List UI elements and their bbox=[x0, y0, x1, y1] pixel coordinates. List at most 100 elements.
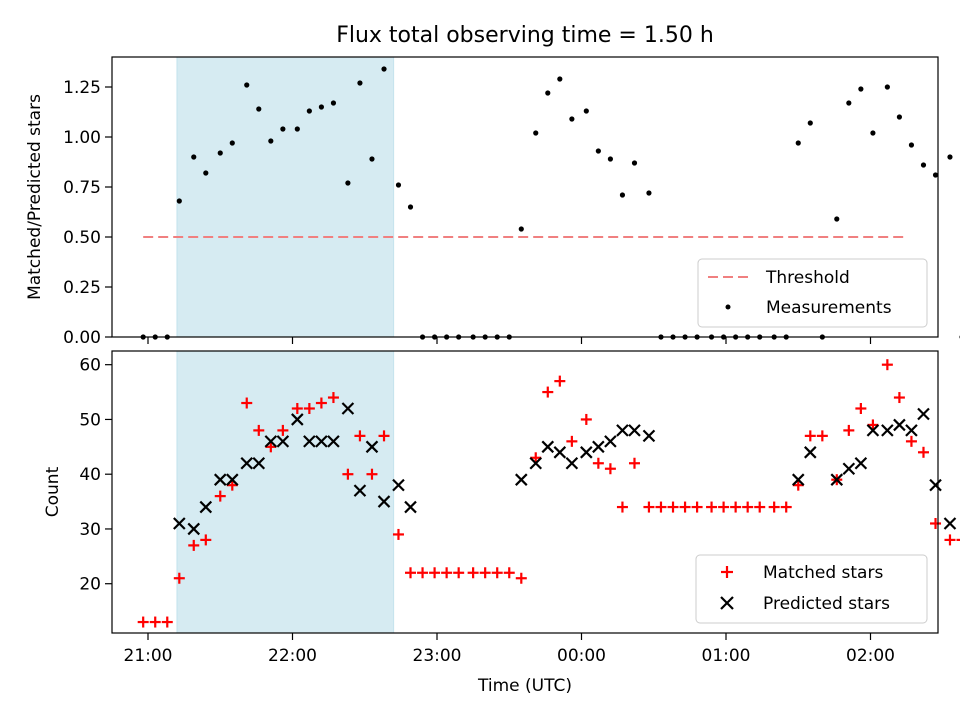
measurement-point bbox=[318, 104, 324, 110]
predicted-point bbox=[943, 517, 957, 530]
matched-point bbox=[706, 501, 718, 513]
matched-point bbox=[604, 463, 616, 475]
matched-point bbox=[479, 567, 491, 579]
matched-point bbox=[441, 567, 453, 579]
matched-point bbox=[200, 534, 212, 546]
count-points bbox=[137, 359, 960, 628]
axes-frame-bottom bbox=[111, 350, 939, 634]
measurement-point bbox=[595, 148, 601, 154]
axes-frame-top bbox=[111, 56, 939, 338]
predicted-point bbox=[303, 435, 316, 448]
count-panel: 20 30 40 50 60 21:00 22:00 23:00 00:00 01:00 02:0… bbox=[43, 350, 960, 696]
matched-point bbox=[730, 501, 742, 513]
measurement-point bbox=[395, 182, 402, 188]
matched-point bbox=[592, 457, 604, 469]
matched-point bbox=[503, 567, 515, 579]
matched-point bbox=[253, 424, 265, 436]
span-top bbox=[176, 56, 395, 338]
y-tick-label: 30 bbox=[79, 520, 101, 540]
measurement-point bbox=[947, 154, 953, 160]
ratio-x-ticks bbox=[147, 337, 872, 344]
y-tick-label: 0.75 bbox=[63, 178, 101, 198]
count-legend: Matched stars Predicted stars bbox=[695, 554, 928, 624]
predicted-point bbox=[804, 446, 817, 459]
matched-point bbox=[930, 517, 942, 529]
matched-point bbox=[214, 490, 226, 502]
matched-point bbox=[956, 538, 960, 542]
predicted-point bbox=[881, 424, 894, 437]
y-tick-label: 0.00 bbox=[63, 328, 101, 348]
matched-point bbox=[628, 457, 640, 469]
predicted-point bbox=[529, 456, 543, 470]
predicted-point bbox=[213, 473, 227, 486]
measurement-point bbox=[908, 142, 915, 148]
measurement-point bbox=[932, 172, 939, 178]
predicted-point bbox=[791, 473, 805, 486]
matched-point bbox=[905, 435, 917, 447]
matched-point bbox=[780, 501, 792, 513]
predicted-point bbox=[392, 478, 405, 492]
legend-matched-label: Matched stars bbox=[763, 563, 883, 583]
measurement-point bbox=[217, 150, 223, 156]
measurement-point bbox=[884, 84, 890, 90]
measurement-point bbox=[846, 100, 852, 106]
matched-point bbox=[816, 430, 828, 442]
matched-point bbox=[804, 430, 816, 442]
matched-point bbox=[754, 501, 766, 513]
predicted-point bbox=[917, 407, 930, 421]
measurement-point bbox=[607, 156, 614, 162]
measurement-point bbox=[244, 82, 250, 88]
predicted-point bbox=[327, 435, 340, 448]
matched-point bbox=[691, 501, 703, 513]
matched-point bbox=[303, 402, 315, 414]
measurement-point bbox=[557, 76, 563, 82]
matched-point bbox=[366, 468, 378, 480]
predicted-point bbox=[276, 435, 290, 448]
measurement-point bbox=[583, 108, 589, 114]
matched-point bbox=[616, 501, 628, 513]
measurement-point bbox=[191, 154, 197, 160]
measurement-point bbox=[518, 226, 524, 232]
matched-point bbox=[718, 501, 730, 513]
ratio-y-ticks: 0.00 0.25 0.50 0.75 1.00 1.25 bbox=[63, 78, 112, 348]
predicted-point bbox=[291, 413, 304, 426]
measurement-point bbox=[203, 170, 209, 176]
matched-point bbox=[792, 479, 804, 491]
predicted-point bbox=[854, 456, 868, 470]
predicted-point bbox=[866, 424, 880, 437]
matched-point bbox=[378, 430, 390, 442]
matched-point bbox=[161, 616, 173, 628]
predicted-point bbox=[377, 495, 391, 508]
predicted-point bbox=[842, 462, 856, 476]
matched-point bbox=[277, 424, 289, 436]
predicted-point bbox=[353, 484, 367, 497]
ratio-panel: 0.00 0.25 0.50 0.75 1.00 1.25 Matched/Predict… bbox=[25, 56, 960, 348]
measurement-point bbox=[294, 126, 300, 132]
matched-point bbox=[917, 446, 929, 458]
matched-point bbox=[392, 528, 404, 540]
predicted-point bbox=[264, 435, 278, 448]
predicted-point bbox=[173, 517, 186, 530]
measurement-point bbox=[533, 130, 539, 136]
matched-point bbox=[265, 441, 277, 453]
x-tick-label: 01:00 bbox=[702, 646, 751, 666]
predicted-point bbox=[341, 402, 355, 415]
measurement-point bbox=[896, 114, 903, 120]
matched-point bbox=[173, 572, 185, 584]
matched-point bbox=[944, 534, 956, 546]
matched-point bbox=[554, 375, 566, 387]
measurement-point bbox=[920, 162, 927, 168]
measurement-point bbox=[858, 86, 864, 92]
predicted-point bbox=[929, 478, 942, 492]
predicted-point bbox=[187, 522, 201, 536]
predicted-point bbox=[541, 440, 555, 454]
matched-point bbox=[226, 479, 238, 491]
legend-predicted-label: Predicted stars bbox=[763, 594, 890, 614]
x-tick-label: 00:00 bbox=[557, 646, 606, 666]
y-tick-label: 1.00 bbox=[63, 128, 101, 148]
y-tick-label: 60 bbox=[79, 356, 101, 376]
predicted-point bbox=[226, 473, 239, 486]
predicted-point bbox=[315, 435, 328, 448]
matched-point bbox=[580, 413, 592, 425]
